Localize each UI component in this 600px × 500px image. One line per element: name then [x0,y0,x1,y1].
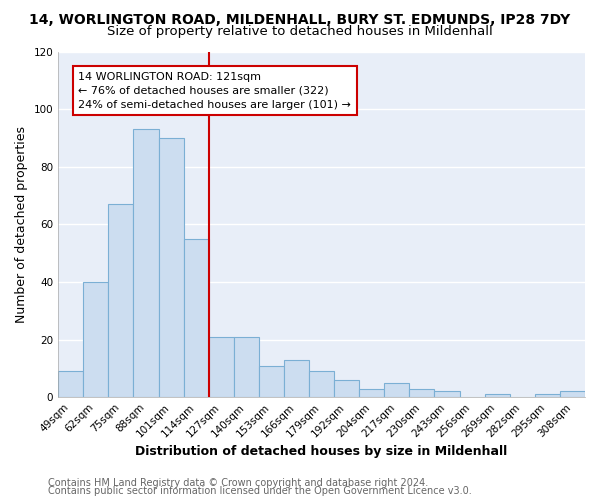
Text: Size of property relative to detached houses in Mildenhall: Size of property relative to detached ho… [107,25,493,38]
Bar [385,383,409,397]
Bar [259,366,284,397]
Text: 14 WORLINGTON ROAD: 121sqm
← 76% of detached houses are smaller (322)
24% of sem: 14 WORLINGTON ROAD: 121sqm ← 76% of deta… [78,72,351,110]
Bar [158,138,184,397]
Bar [409,388,434,397]
Bar [560,392,585,397]
Bar [334,380,359,397]
Bar [284,360,309,397]
Y-axis label: Number of detached properties: Number of detached properties [15,126,28,323]
Bar [58,372,83,397]
Bar [485,394,510,397]
Bar [83,282,109,397]
Bar [535,394,560,397]
Bar [133,130,158,397]
Bar [234,336,259,397]
Bar [359,388,385,397]
X-axis label: Distribution of detached houses by size in Mildenhall: Distribution of detached houses by size … [136,444,508,458]
Bar [209,336,234,397]
Bar [434,392,460,397]
Bar [309,372,334,397]
Bar [109,204,133,397]
Text: Contains HM Land Registry data © Crown copyright and database right 2024.: Contains HM Land Registry data © Crown c… [48,478,428,488]
Text: Contains public sector information licensed under the Open Government Licence v3: Contains public sector information licen… [48,486,472,496]
Text: 14, WORLINGTON ROAD, MILDENHALL, BURY ST. EDMUNDS, IP28 7DY: 14, WORLINGTON ROAD, MILDENHALL, BURY ST… [29,12,571,26]
Bar [184,239,209,397]
